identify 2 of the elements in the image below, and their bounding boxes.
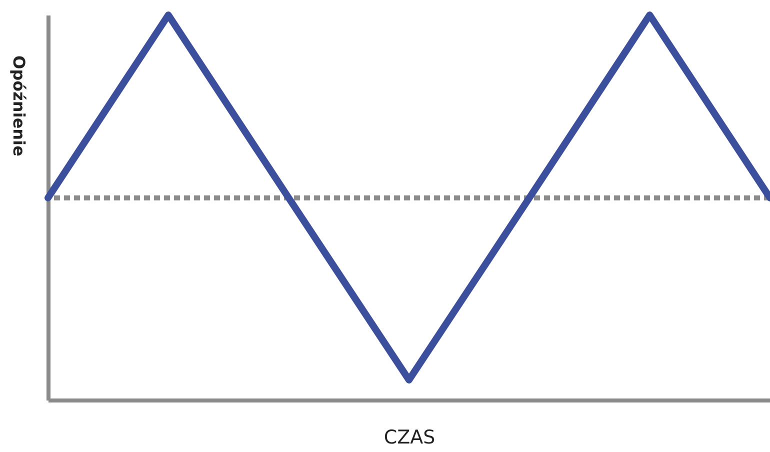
x-axis-title: CZAS <box>384 426 436 448</box>
y-axis-title: Opóźnienie <box>10 56 28 156</box>
